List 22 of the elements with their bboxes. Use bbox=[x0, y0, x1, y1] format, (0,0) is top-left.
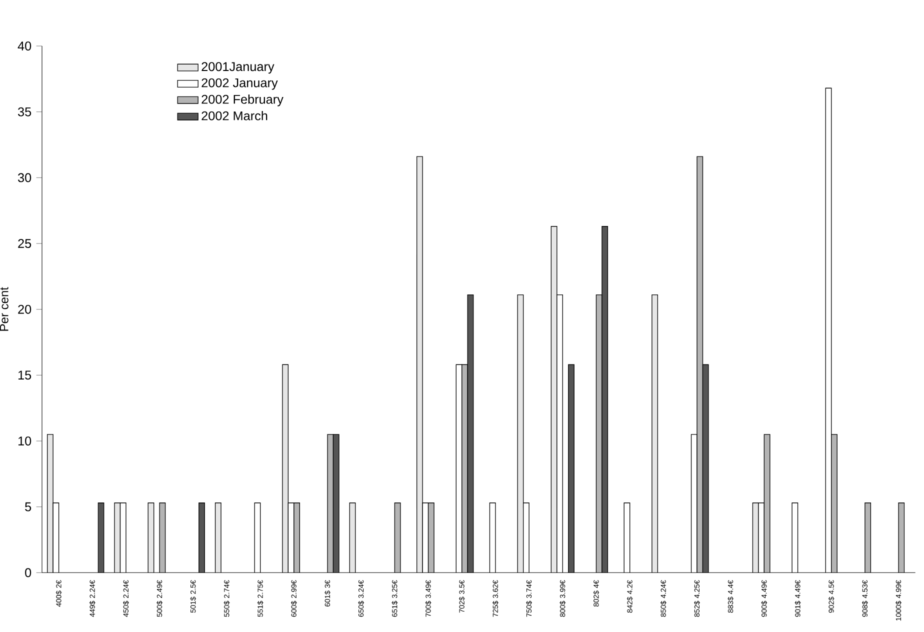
legend-label: 2001January bbox=[202, 62, 274, 74]
y-tick-label: 30 bbox=[18, 173, 32, 182]
y-axis-title: Per cent bbox=[0, 287, 8, 331]
y-tick-label: 0 bbox=[25, 568, 32, 578]
y-tick-label: 20 bbox=[18, 304, 32, 314]
y-tick-label: 15 bbox=[18, 370, 32, 380]
y-tick-label: 10 bbox=[18, 436, 32, 446]
bar bbox=[624, 502, 630, 573]
y-tick-label: 40 bbox=[18, 42, 32, 50]
bar bbox=[568, 364, 574, 573]
legend-label: 2002 January bbox=[202, 78, 278, 90]
y-tick-label: 35 bbox=[18, 107, 32, 116]
y-tick-label: 5 bbox=[25, 502, 32, 512]
bar bbox=[254, 502, 261, 573]
bar bbox=[792, 502, 798, 573]
legend-label: 2002 March bbox=[202, 111, 268, 120]
bar bbox=[489, 502, 496, 573]
bar bbox=[198, 502, 205, 573]
bar bbox=[462, 364, 468, 573]
y-tick-label: 25 bbox=[18, 239, 32, 248]
bar bbox=[831, 434, 838, 573]
legend-label: 2002 February bbox=[202, 94, 284, 106]
